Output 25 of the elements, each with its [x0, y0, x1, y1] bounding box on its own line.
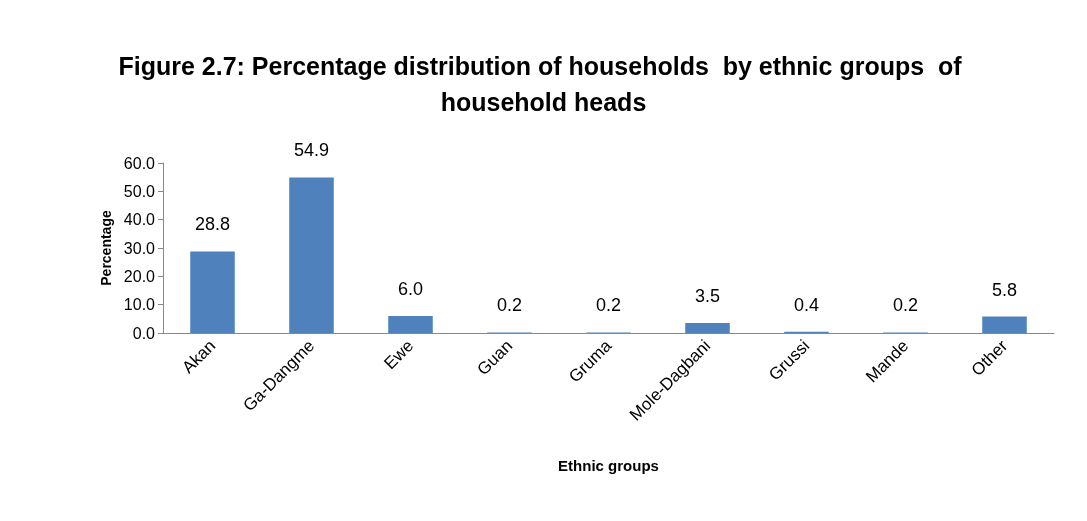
bar [190, 251, 235, 333]
bar [685, 323, 730, 333]
x-tick-label: Ewe [380, 336, 418, 374]
y-tick-label: 40.0 [123, 211, 156, 229]
y-tick-label: 30.0 [123, 239, 156, 257]
data-label: 0.4 [793, 294, 820, 315]
data-label: 54.9 [293, 140, 330, 161]
y-tick-label: 20.0 [123, 267, 156, 285]
data-label: 0.2 [595, 295, 622, 316]
bar [982, 316, 1027, 333]
data-label: 0.2 [496, 295, 523, 316]
chart-title: Figure 2.7: Percentage distribution of households by ethnic groups of household heads [118, 52, 969, 116]
y-tick-label: 10.0 [123, 296, 156, 314]
data-label: 6.0 [397, 279, 424, 299]
bar [289, 177, 334, 333]
y-axis-title: Percentage [97, 210, 114, 286]
data-label: 0.2 [892, 295, 919, 316]
x-axis-title: Ethnic groups [558, 457, 659, 474]
bar [388, 316, 433, 333]
y-tick-label: 60.0 [123, 154, 156, 172]
data-label: 5.8 [991, 279, 1018, 300]
data-label: 3.5 [694, 286, 721, 307]
data-label: 28.8 [194, 214, 231, 235]
y-tick-label: 0.0 [132, 324, 156, 342]
y-tick-label: 50.0 [123, 182, 156, 200]
